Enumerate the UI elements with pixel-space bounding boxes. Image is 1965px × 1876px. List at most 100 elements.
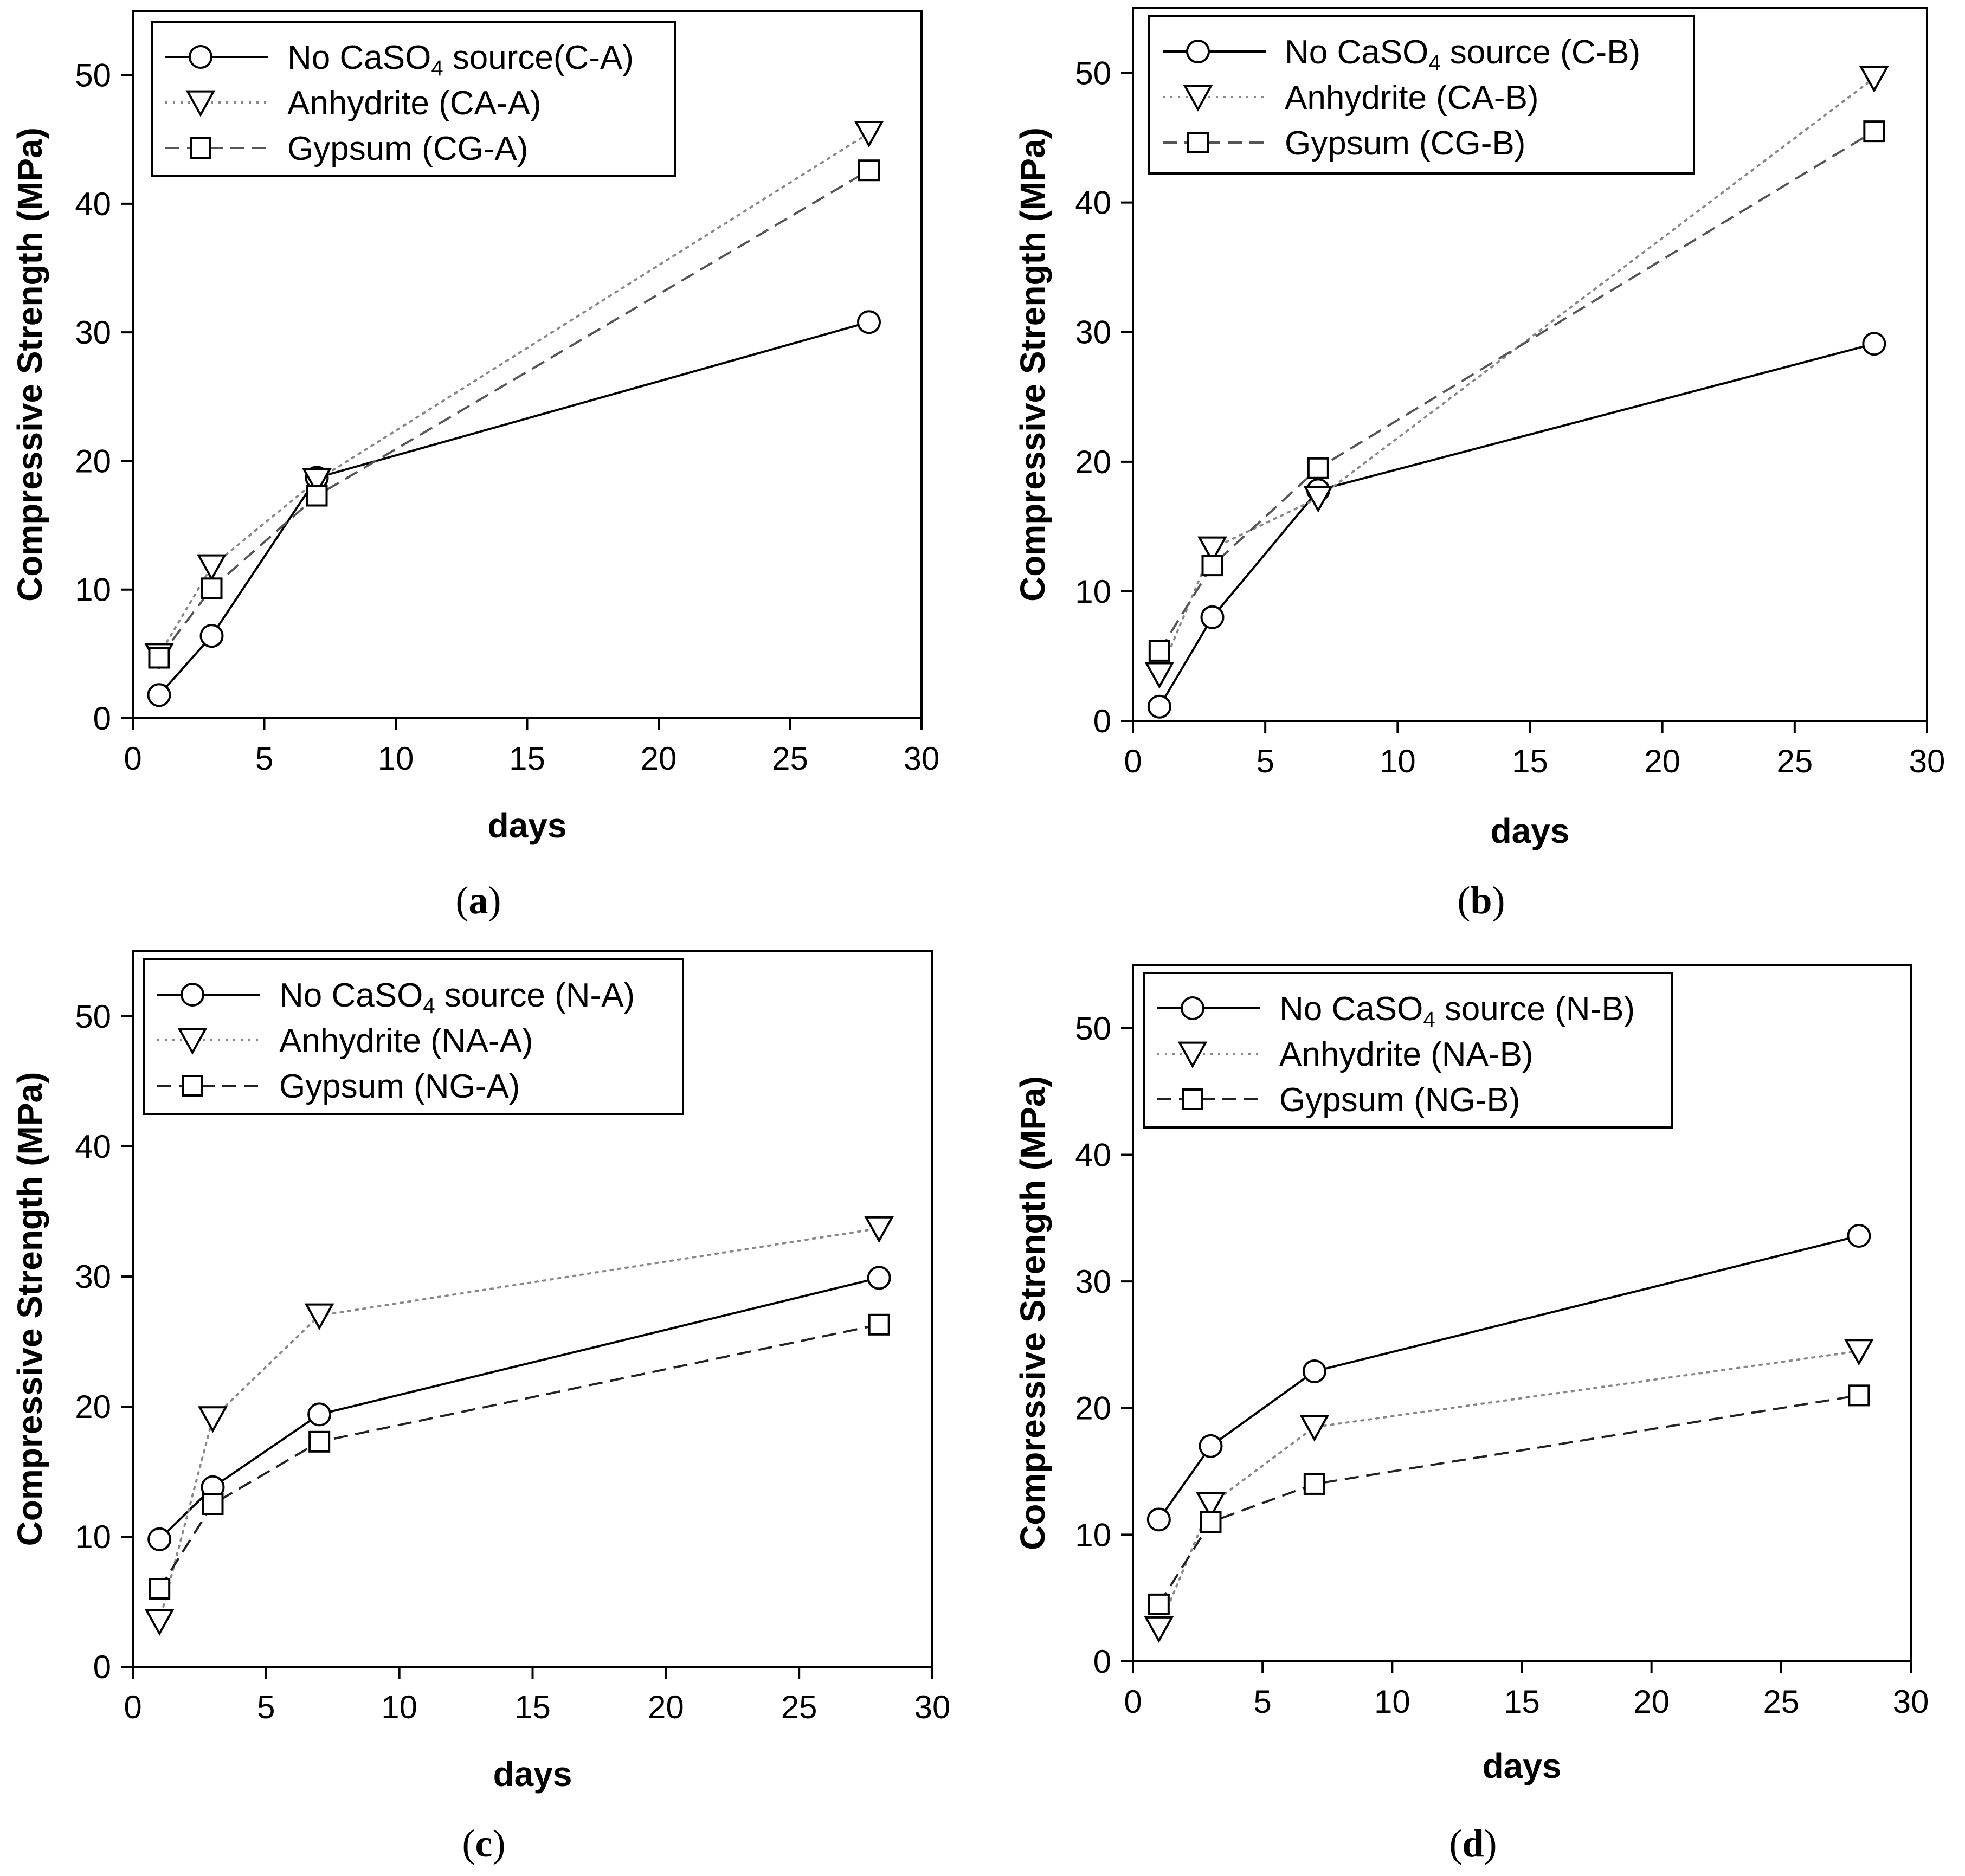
- legend-marker-3: [182, 1075, 203, 1097]
- y-tick-label: 0: [93, 700, 111, 737]
- x-tick-label: 5: [255, 740, 273, 777]
- data-point-series-2: [198, 1406, 228, 1433]
- data-point-series-3: [306, 485, 328, 507]
- series-line-2: [1158, 77, 1876, 675]
- x-tick-label: 0: [1124, 1684, 1142, 1720]
- series-line-1: [158, 321, 869, 696]
- x-tick-label: 30: [1893, 1684, 1929, 1720]
- y-tick-label: 40: [1075, 1137, 1111, 1173]
- chart-panel-c: 0 5 10 15 20 25 30 0 10 20 30 40 50 days Compressive S…: [10, 950, 951, 1865]
- x-axis-title: days: [493, 1755, 572, 1794]
- chart-panel-b: 0 5 10 15 20 25 30 0 10 20 30 40 50 days Compressive S…: [1013, 7, 1945, 922]
- legend-label-1: No CaSO4 source(C-A): [287, 39, 634, 80]
- x-tick-label: 10: [1380, 743, 1416, 779]
- series-line-1: [1158, 343, 1874, 707]
- x-tick-label: 0: [1124, 743, 1142, 779]
- x-tick-label: 20: [1633, 1684, 1670, 1720]
- legend-label-2: Anhydrite (NA-A): [279, 1022, 533, 1060]
- y-tick-label: 30: [75, 314, 111, 351]
- y-tick-label: 30: [1075, 314, 1111, 351]
- data-point-series-3: [308, 1430, 331, 1453]
- data-point-series-3: [868, 1313, 890, 1336]
- x-tick-label: 30: [914, 1689, 951, 1725]
- y-tick-label: 30: [1075, 1263, 1111, 1300]
- data-point-series-2: [1196, 1492, 1226, 1519]
- data-point-series-1: [1146, 1507, 1171, 1532]
- y-axis-title: Compressive Strength (MPa): [10, 127, 49, 602]
- data-point-series-3: [201, 577, 223, 599]
- x-tick-label: 5: [1253, 1684, 1271, 1720]
- series-line-3: [158, 169, 870, 659]
- series-line-3: [1158, 130, 1875, 652]
- data-point-series-1: [199, 624, 224, 648]
- panel-label: (c): [462, 1822, 506, 1865]
- y-tick-label: 40: [75, 186, 111, 222]
- x-tick-label: 10: [378, 740, 414, 777]
- data-point-series-3: [1148, 1593, 1170, 1615]
- y-tick-label: 40: [1075, 185, 1111, 221]
- y-tick-label: 50: [75, 998, 111, 1035]
- x-tick-label: 5: [257, 1689, 275, 1725]
- data-point-series-2: [144, 1609, 175, 1636]
- panel-label: (d): [1449, 1822, 1497, 1865]
- x-tick-label: 15: [509, 740, 545, 777]
- x-tick-label: 10: [381, 1689, 417, 1725]
- data-point-series-1: [1847, 1223, 1871, 1248]
- x-tick-label: 0: [124, 1689, 141, 1725]
- x-axis-title: days: [488, 806, 567, 845]
- data-point-series-3: [202, 1493, 224, 1515]
- legend: No CaSO4 source (N-A) Anhydrite (NA-A) Gyp…: [143, 958, 684, 1115]
- legend: No CaSO4 source (C-B) Anhydrite (CA-B) Gyp…: [1148, 15, 1695, 175]
- y-tick-label: 10: [1075, 573, 1111, 610]
- legend-box: [1148, 15, 1695, 175]
- data-point-series-3: [1303, 1473, 1325, 1495]
- y-tick-label: 10: [1075, 1517, 1111, 1553]
- x-tick-label: 20: [648, 1689, 684, 1725]
- legend-label-2: Anhydrite (CA-A): [287, 85, 542, 122]
- legend-marker-3: [1182, 1088, 1203, 1110]
- x-tick-label: 5: [1256, 743, 1274, 779]
- legend-marker-2: [185, 90, 216, 117]
- data-point-series-3: [1148, 640, 1170, 662]
- x-tick-label: 25: [1763, 1684, 1799, 1720]
- legend-marker-1: [181, 983, 204, 1007]
- data-point-series-2: [304, 1303, 334, 1330]
- y-tick-label: 0: [1093, 1643, 1111, 1680]
- panel-label: (b): [1457, 879, 1505, 922]
- series-line-3: [1158, 1394, 1859, 1605]
- data-point-series-2: [1197, 536, 1227, 563]
- series-line-3: [158, 1323, 880, 1590]
- panel-label: (a): [456, 879, 501, 922]
- legend-label-2: Anhydrite (CA-B): [1285, 79, 1539, 117]
- legend-box: [1143, 972, 1673, 1129]
- legend-box: [143, 958, 684, 1115]
- legend-label-1: No CaSO4 source (N-B): [1279, 990, 1635, 1032]
- x-tick-label: 10: [1374, 1684, 1410, 1720]
- y-tick-label: 20: [75, 1389, 111, 1425]
- data-point-series-1: [147, 683, 171, 707]
- data-point-series-3: [858, 159, 880, 182]
- data-point-series-1: [1862, 332, 1886, 356]
- y-tick-label: 0: [93, 1649, 111, 1685]
- legend-marker-2: [1183, 85, 1213, 112]
- x-axis-title: days: [1483, 1746, 1562, 1785]
- data-point-series-3: [1200, 1511, 1222, 1533]
- data-point-series-1: [857, 310, 881, 334]
- legend: No CaSO4 source (N-B) Anhydrite (NA-B) Gyp…: [1143, 972, 1673, 1129]
- y-axis-title: Compressive Strength (MPa): [1013, 127, 1052, 602]
- x-tick-label: 15: [514, 1689, 551, 1725]
- legend: No CaSO4 source(C-A) Anhydrite (CA-A) Gyps…: [151, 21, 676, 177]
- x-tick-label: 25: [781, 1689, 817, 1725]
- data-point-series-2: [1844, 1339, 1874, 1366]
- legend-label-1: No CaSO4 source (N-A): [279, 977, 635, 1018]
- chart-panel-a: 0 5 10 15 20 25 30 0 10 20 30 40 50 days Compressive S…: [10, 10, 939, 922]
- legend-marker-3: [190, 137, 211, 159]
- data-point-series-2: [864, 1216, 894, 1243]
- data-point-series-1: [307, 1402, 332, 1427]
- y-tick-label: 50: [1075, 55, 1111, 92]
- data-point-series-1: [1200, 605, 1225, 629]
- y-tick-label: 50: [1075, 1010, 1111, 1047]
- series-line-1: [1158, 1235, 1859, 1520]
- x-axis-title: days: [1491, 811, 1570, 850]
- y-tick-label: 20: [1075, 1390, 1111, 1427]
